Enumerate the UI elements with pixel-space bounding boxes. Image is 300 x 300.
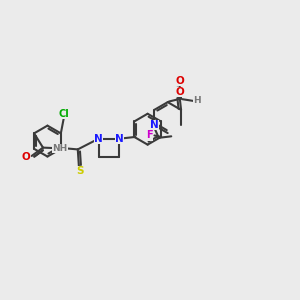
Text: N: N — [115, 134, 124, 144]
Text: NH: NH — [52, 144, 68, 153]
Text: Cl: Cl — [58, 109, 69, 119]
Text: O: O — [175, 76, 184, 86]
Text: S: S — [76, 167, 83, 176]
Text: O: O — [22, 152, 31, 161]
Text: N: N — [150, 120, 159, 130]
Text: F: F — [146, 130, 153, 140]
Text: O: O — [175, 87, 184, 97]
Text: N: N — [94, 134, 103, 144]
Text: H: H — [193, 97, 200, 106]
